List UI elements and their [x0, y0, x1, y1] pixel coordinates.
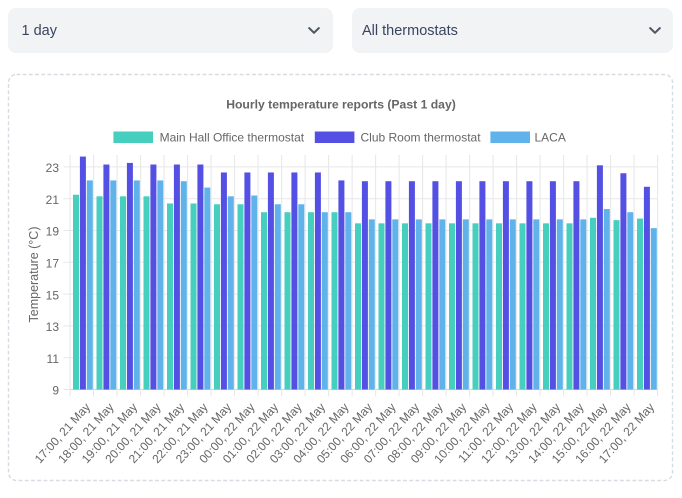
- svg-text:9: 9: [52, 384, 59, 398]
- svg-text:Hourly temperature reports (Pa: Hourly temperature reports (Past 1 day): [226, 98, 456, 112]
- svg-text:17: 17: [46, 257, 60, 271]
- svg-text:23: 23: [46, 161, 60, 175]
- svg-text:19: 19: [46, 225, 60, 239]
- svg-text:11: 11: [47, 352, 60, 366]
- svg-text:Club Room thermostat: Club Room thermostat: [361, 131, 482, 145]
- svg-text:21: 21: [46, 193, 60, 207]
- svg-text:Main Hall Office thermostat: Main Hall Office thermostat: [160, 131, 305, 145]
- svg-text:Temperature (°C): Temperature (°C): [27, 227, 41, 323]
- svg-text:15: 15: [46, 288, 60, 302]
- svg-text:LACA: LACA: [535, 131, 566, 145]
- svg-text:13: 13: [46, 320, 60, 334]
